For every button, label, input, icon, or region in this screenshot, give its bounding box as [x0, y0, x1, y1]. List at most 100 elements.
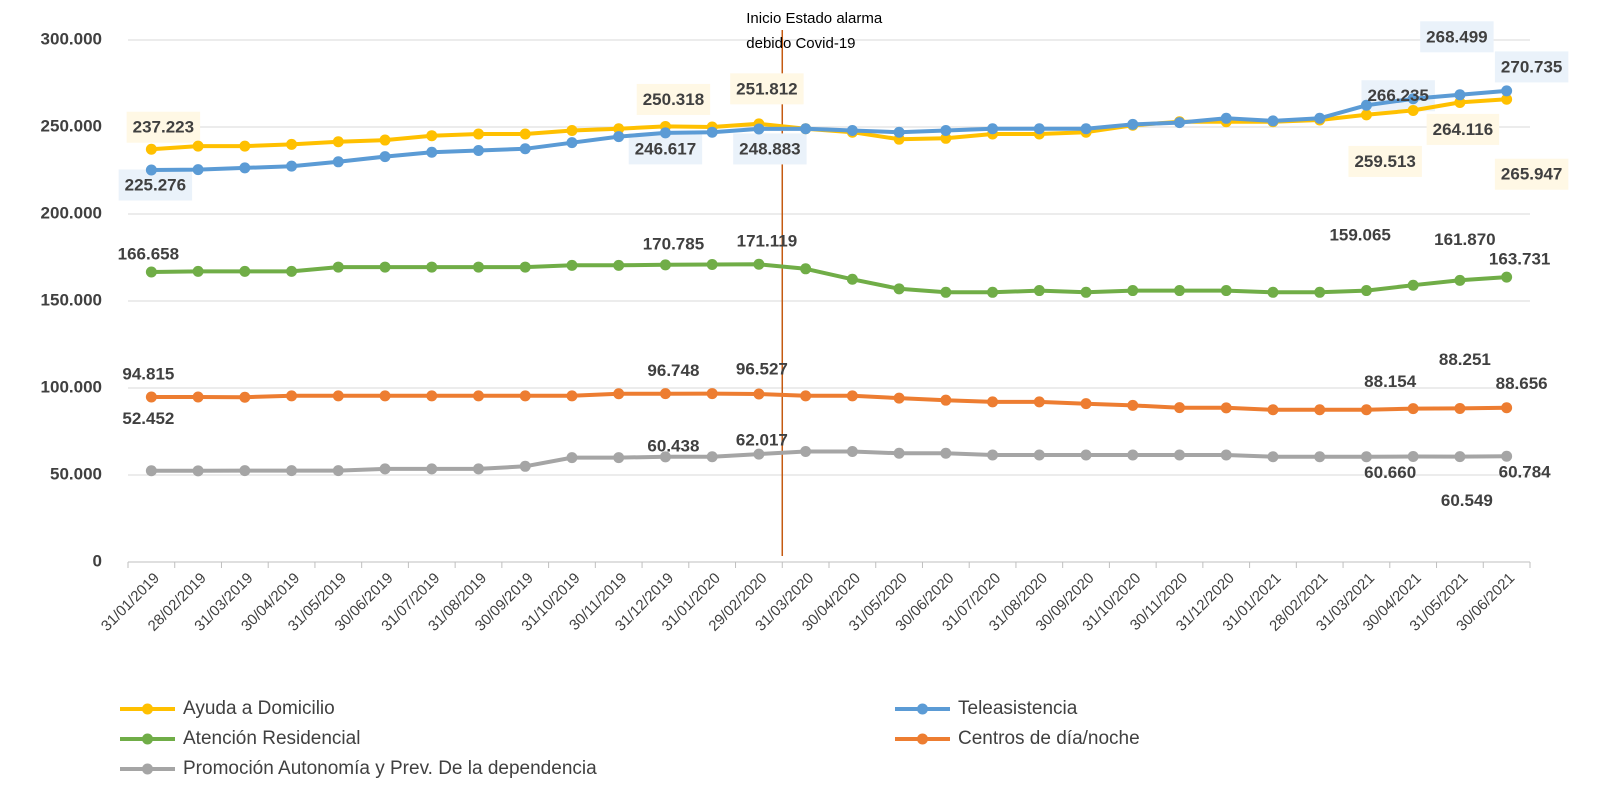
data-point — [987, 396, 999, 408]
data-point — [1174, 449, 1185, 461]
data-point — [566, 452, 578, 464]
data-point — [1174, 117, 1185, 129]
data-label-bg — [636, 83, 711, 115]
data-point — [1454, 96, 1466, 108]
data-label-bg — [730, 73, 804, 105]
data-point — [1501, 93, 1513, 105]
data-point — [800, 390, 812, 402]
data-point — [1360, 99, 1372, 111]
data-point — [1360, 285, 1372, 297]
data-point — [1454, 274, 1466, 286]
data-point — [239, 162, 251, 174]
data-label: 225.276 — [125, 176, 186, 195]
data-point — [566, 124, 578, 136]
data-point — [659, 388, 671, 400]
data-point — [1501, 85, 1513, 97]
data-label: 161.870 — [1434, 230, 1495, 249]
data-point — [239, 465, 251, 477]
data-point — [519, 143, 531, 155]
data-point — [846, 273, 858, 285]
data-point — [1220, 402, 1232, 414]
data-point — [1501, 271, 1513, 283]
data-point — [706, 451, 718, 463]
data-point — [1127, 118, 1139, 130]
data-point — [239, 140, 251, 152]
data-point — [1267, 404, 1279, 416]
data-point — [1267, 286, 1279, 298]
data-label-bg — [1426, 113, 1500, 145]
data-point — [1314, 404, 1326, 416]
data-label: 88.656 — [1496, 374, 1548, 393]
data-point — [1407, 279, 1419, 291]
legend-marker — [142, 703, 153, 715]
data-point — [473, 128, 484, 140]
data-label: 246.617 — [635, 139, 696, 158]
data-point — [940, 447, 952, 459]
data-label: 60.549 — [1441, 491, 1493, 510]
y-tick-label: 50.000 — [50, 464, 102, 483]
data-point — [519, 128, 531, 140]
data-label-bg — [733, 133, 807, 165]
data-point — [753, 123, 765, 135]
data-point — [1360, 404, 1372, 416]
data-label: 248.883 — [739, 139, 800, 158]
data-label: 62.017 — [736, 431, 788, 450]
data-point — [473, 261, 484, 273]
data-point — [1127, 449, 1139, 461]
data-point — [519, 390, 531, 402]
data-point — [1127, 285, 1139, 297]
data-label: 166.658 — [118, 244, 179, 263]
data-label-bg — [1494, 158, 1569, 190]
data-point — [1033, 396, 1045, 408]
data-point — [1033, 123, 1045, 135]
data-point — [706, 126, 718, 138]
data-point — [239, 391, 251, 403]
data-point — [1220, 449, 1232, 461]
y-tick-label: 200.000 — [41, 203, 102, 222]
data-label: 60.784 — [1499, 463, 1552, 482]
data-point — [1220, 285, 1232, 297]
data-point — [239, 265, 251, 277]
data-label: 170.785 — [643, 234, 704, 253]
data-point — [192, 164, 204, 176]
data-point — [566, 259, 578, 271]
data-point — [286, 265, 298, 277]
data-point — [1407, 450, 1419, 462]
legend-marker — [142, 733, 153, 745]
data-point — [940, 394, 952, 406]
data-point — [800, 446, 812, 458]
data-point — [519, 460, 531, 472]
data-point — [706, 388, 718, 400]
data-point — [1080, 449, 1092, 461]
data-point — [473, 390, 484, 402]
data-point — [379, 134, 391, 146]
data-label: 259.513 — [1354, 152, 1415, 171]
data-label-bg — [628, 133, 703, 165]
data-point — [1174, 285, 1185, 297]
data-point — [893, 283, 905, 295]
data-point — [1314, 451, 1326, 463]
data-point — [145, 391, 157, 403]
annotation-text: Inicio Estado alarma — [746, 10, 883, 27]
y-tick-label: 100.000 — [41, 377, 102, 396]
data-point — [519, 261, 531, 273]
data-point — [1407, 403, 1419, 415]
data-label: 270.735 — [1501, 57, 1562, 76]
legend-marker — [917, 733, 928, 745]
data-point — [566, 137, 578, 149]
y-tick-label: 150.000 — [41, 290, 102, 309]
data-point — [753, 258, 765, 270]
data-label: 250.318 — [643, 90, 704, 109]
data-point — [1314, 112, 1326, 124]
data-point — [800, 123, 812, 135]
y-tick-label: 300.000 — [41, 29, 102, 48]
data-label: 163.731 — [1489, 250, 1550, 269]
data-point — [1267, 115, 1279, 127]
data-label: 96.748 — [647, 361, 699, 380]
legend-marker — [142, 763, 153, 775]
data-label: 268.499 — [1426, 27, 1487, 46]
data-point — [379, 151, 391, 163]
data-label: 52.452 — [122, 409, 174, 428]
data-point — [1033, 449, 1045, 461]
data-point — [426, 261, 438, 273]
